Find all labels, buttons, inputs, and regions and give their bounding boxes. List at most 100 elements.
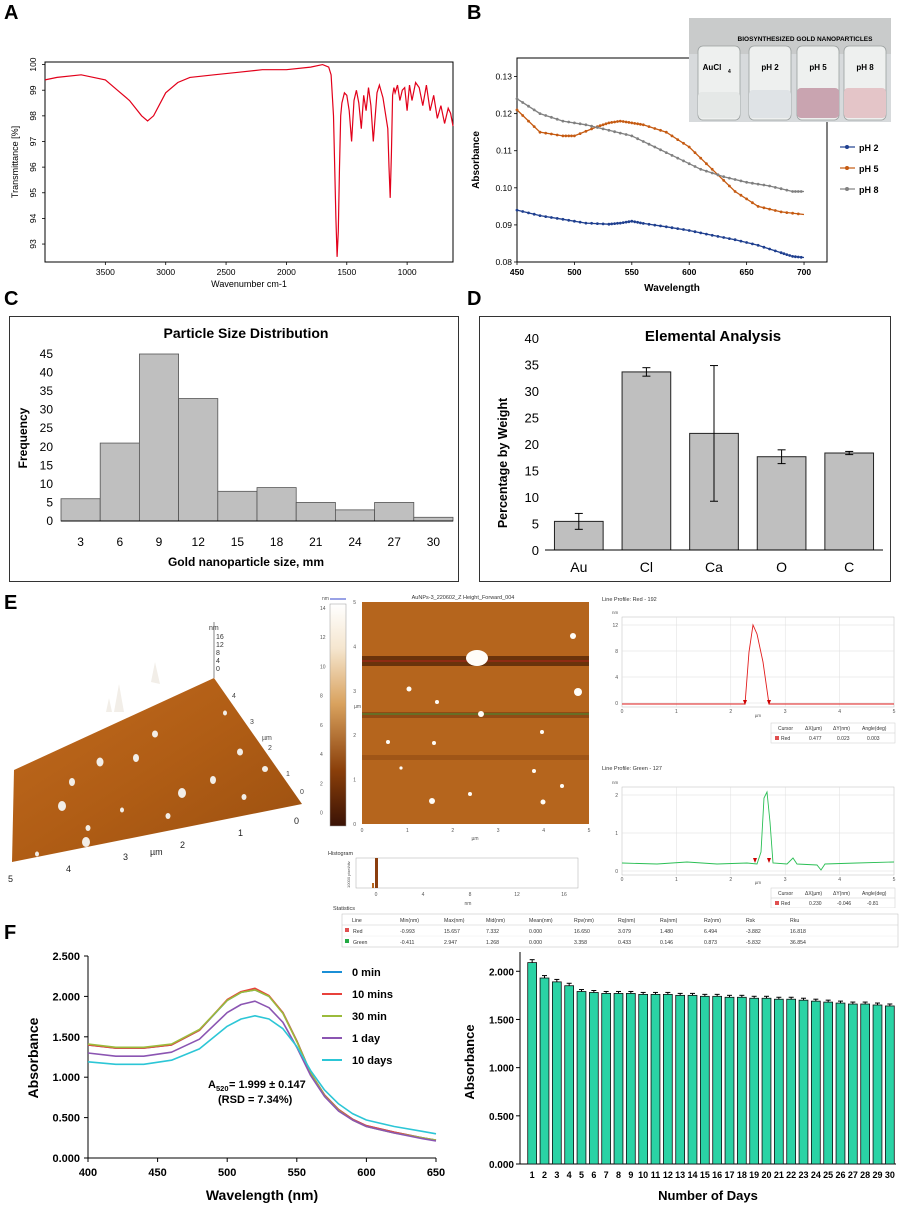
g-x-tick-label: 11 bbox=[651, 1170, 661, 1180]
profile-y-tick: 1 bbox=[615, 831, 618, 837]
panel-label-e: E bbox=[4, 592, 18, 614]
uv-point bbox=[785, 253, 789, 256]
uv-x-tick-label: 650 bbox=[740, 267, 754, 277]
uv-y-tick-label: 0.10 bbox=[495, 183, 512, 193]
uv-point bbox=[653, 223, 657, 227]
afm-colorbar-tick: 6 bbox=[320, 723, 323, 729]
c-y-tick-label: 0 bbox=[46, 514, 53, 528]
uv-point bbox=[604, 122, 608, 126]
afm-image-x-unit: µm bbox=[471, 836, 478, 842]
g-bar-day-21 bbox=[773, 998, 784, 1165]
g-bar-day-29 bbox=[872, 1004, 883, 1165]
ir-x-tick-label: 2500 bbox=[217, 267, 236, 277]
uv-x-tick-label: 700 bbox=[797, 267, 811, 277]
afm-3d-y-tick-0: 0 bbox=[300, 789, 304, 796]
uv-point bbox=[515, 97, 519, 101]
stats-cell: 7.332 bbox=[486, 929, 499, 935]
f-y-tick-label: 0.500 bbox=[52, 1113, 80, 1125]
uv-point bbox=[598, 124, 602, 128]
f-x-tick-label: 650 bbox=[427, 1167, 445, 1179]
stats-cell: Green bbox=[353, 940, 368, 946]
afm-3d-z-tick-8: 8 bbox=[216, 650, 220, 657]
uv-point bbox=[705, 169, 708, 173]
afm-colorbar-unit: nm bbox=[322, 596, 329, 602]
ir-x-tick-label: 3500 bbox=[96, 267, 115, 277]
afm-image-x-tick: 0 bbox=[361, 828, 364, 834]
g-bar-day-26 bbox=[835, 1002, 846, 1165]
g-bar-day-15 bbox=[699, 995, 710, 1165]
uv-point bbox=[722, 236, 726, 239]
stats-cell: 0.000 bbox=[529, 929, 542, 935]
profile-x-tick: 4 bbox=[838, 877, 841, 883]
f-legend-label: 10 mins bbox=[352, 989, 393, 1001]
stats-header: Min(nm) bbox=[400, 918, 419, 924]
uv-point bbox=[699, 156, 703, 160]
uv-point bbox=[779, 210, 783, 214]
profile-green-title: Line Profile: Green - 127 bbox=[602, 766, 662, 772]
stats-header: Rku bbox=[790, 918, 799, 924]
afm-colorbar-tick: 2 bbox=[320, 781, 323, 787]
uv-point bbox=[799, 255, 803, 259]
uv-point bbox=[636, 122, 639, 126]
profile-y-tick: 0 bbox=[615, 701, 618, 707]
uv-point bbox=[722, 179, 726, 182]
g-bar-day-13 bbox=[675, 994, 686, 1165]
uv-y-tick-label: 0.12 bbox=[495, 109, 512, 119]
afm-colorbar-tick: 0 bbox=[320, 811, 323, 817]
uv-point bbox=[676, 156, 680, 160]
profile-x-tick: 1 bbox=[675, 709, 678, 715]
afm-image-y-tick: 5 bbox=[353, 600, 356, 606]
g-x-tick-label: 17 bbox=[724, 1170, 734, 1180]
afm-colorbar-tick: 8 bbox=[320, 694, 323, 700]
uv-point bbox=[578, 132, 582, 136]
g-bar-day-27 bbox=[847, 1003, 858, 1165]
afm-3d-x-tick-1: 1 bbox=[238, 828, 243, 838]
g-x-tick-label: 26 bbox=[835, 1170, 845, 1180]
elemental-analysis-title: Elemental Analysis bbox=[645, 328, 781, 345]
profile-y-tick: 8 bbox=[615, 649, 618, 655]
profile-y-tick: 2 bbox=[615, 793, 618, 799]
stats-header: Mean(nm) bbox=[529, 918, 553, 924]
profile-y-tick: 0 bbox=[615, 869, 618, 875]
uv-point bbox=[567, 134, 571, 138]
g-bar-day-28 bbox=[860, 1003, 871, 1165]
uv-point bbox=[659, 224, 662, 228]
uv-point bbox=[756, 182, 760, 186]
profile-red-plot bbox=[621, 616, 895, 708]
afm-image-x-tick: 1 bbox=[406, 828, 409, 834]
f-x-tick-label: 450 bbox=[148, 1167, 166, 1179]
afm-3d-x-tick-2: 2 bbox=[180, 840, 185, 850]
g-x-tick-label: 14 bbox=[687, 1170, 697, 1180]
uv-point bbox=[601, 123, 605, 127]
profile-x-tick: 2 bbox=[729, 709, 732, 715]
g-x-tick-label: 24 bbox=[811, 1170, 821, 1180]
uv-point bbox=[682, 141, 685, 145]
c-y-tick-label: 10 bbox=[40, 477, 54, 491]
uv-point bbox=[693, 230, 697, 234]
uv-point bbox=[607, 128, 611, 132]
stats-header: Max(nm) bbox=[444, 918, 465, 924]
ir-x-tick-label: 1500 bbox=[337, 267, 356, 277]
c-y-tick-label: 45 bbox=[40, 347, 54, 361]
g-x-tick-label: 2 bbox=[542, 1170, 547, 1180]
uv-point bbox=[639, 122, 642, 126]
vial-label-ph5: pH 5 bbox=[809, 63, 827, 72]
c-x-tick-label: 30 bbox=[427, 535, 441, 549]
g-x-tick-label: 23 bbox=[798, 1170, 808, 1180]
uv-point bbox=[532, 125, 536, 128]
afm-3d-x-unit: µm bbox=[150, 847, 163, 857]
g-bar-day-2 bbox=[539, 977, 550, 1165]
g-x-tick-label: 18 bbox=[737, 1170, 747, 1180]
f-annotation-a: A bbox=[208, 1079, 216, 1091]
c-y-tick-label: 35 bbox=[40, 384, 54, 398]
uv-point bbox=[716, 173, 720, 177]
uv-point bbox=[601, 222, 605, 226]
uv-point bbox=[682, 159, 685, 163]
uv-point bbox=[618, 119, 622, 123]
uv-point bbox=[636, 137, 639, 141]
vial-ph2: pH 2 bbox=[748, 45, 792, 121]
svg-text:Red: Red bbox=[781, 901, 790, 907]
g-x-tick-label: 5 bbox=[579, 1170, 584, 1180]
profile-red-xunit: µm bbox=[755, 713, 762, 718]
f-x-tick-label: 400 bbox=[79, 1167, 97, 1179]
